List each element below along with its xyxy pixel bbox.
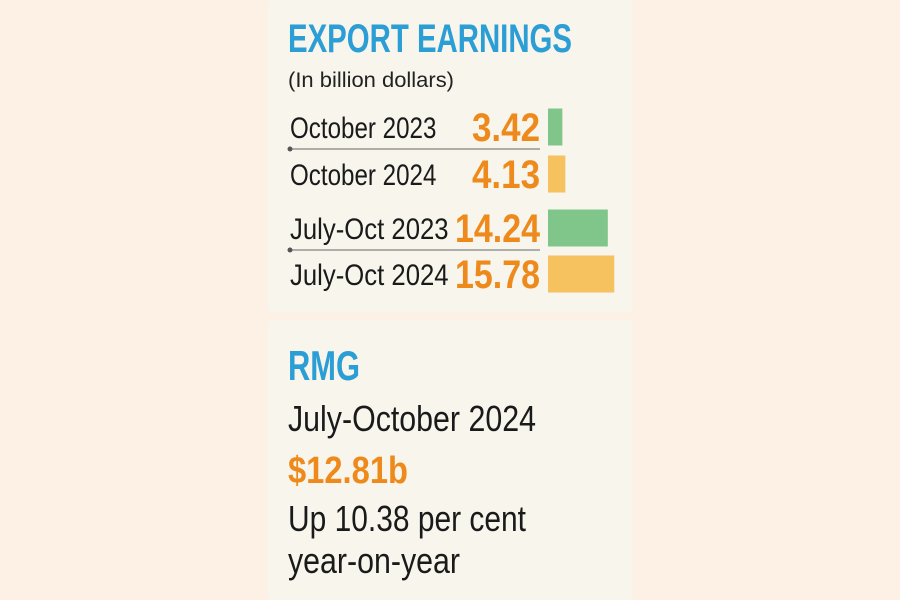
value-label: 15.78 xyxy=(455,253,540,297)
rmg-value: $12.81b xyxy=(288,450,408,492)
value-label: 3.42 xyxy=(472,106,540,150)
bar xyxy=(548,209,608,247)
rmg-growth: year-on-year xyxy=(288,540,460,581)
bar xyxy=(548,108,563,146)
chart-title: EXPORT EARNINGS xyxy=(288,17,572,61)
value-label: 4.13 xyxy=(472,153,540,197)
separator-dot xyxy=(287,146,293,152)
bar xyxy=(548,155,566,193)
category-label: July-Oct 2023 xyxy=(290,213,449,246)
category-label: October 2023 xyxy=(290,112,436,145)
rmg-period: July-October 2024 xyxy=(288,398,536,439)
rmg-title: RMG xyxy=(288,342,360,389)
row-separators xyxy=(287,146,540,253)
separator-dot xyxy=(287,247,293,253)
export-panel xyxy=(268,0,632,312)
rmg-growth: Up 10.38 per cent xyxy=(288,498,526,539)
category-label: October 2024 xyxy=(290,159,436,192)
chart-subtitle: (In billion dollars) xyxy=(288,69,454,92)
rmg-panel xyxy=(268,320,632,600)
category-label: July-Oct 2024 xyxy=(290,259,449,292)
bar xyxy=(548,255,615,293)
value-label: 14.24 xyxy=(455,207,541,251)
